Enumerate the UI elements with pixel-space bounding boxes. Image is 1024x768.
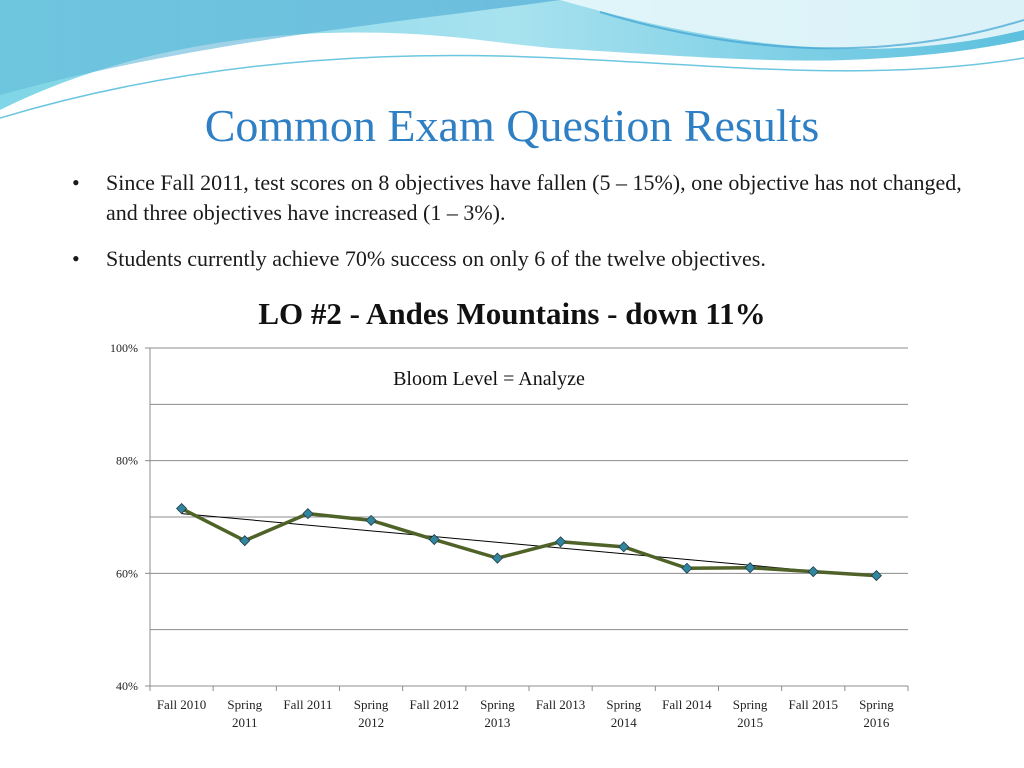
data-point-marker xyxy=(744,562,756,574)
data-point-marker xyxy=(555,536,567,548)
data-point-marker xyxy=(807,566,819,578)
data-point-marker xyxy=(176,502,188,515)
bullet-text: Students currently achieve 70% success o… xyxy=(106,246,766,271)
data-point-marker xyxy=(870,570,882,582)
trendline-line xyxy=(181,513,877,578)
x-axis-tick-labels: Fall 2010 Spring 2011 Fall 2011 Spring 2012 Fa… xyxy=(157,697,894,730)
x-tick-label: Fall 2012 xyxy=(410,697,459,712)
chart-axes xyxy=(145,347,909,691)
decorative-wave-banner xyxy=(0,0,1024,119)
chart-title: LO #2 - Andes Mountains - down 11% xyxy=(258,296,765,331)
y-tick-label: 60% xyxy=(116,566,138,580)
data-point-marker xyxy=(428,533,440,546)
x-tick-label: Fall 2015 xyxy=(789,697,838,712)
data-point-marker xyxy=(491,552,503,564)
series-layer xyxy=(176,502,882,582)
line-chart: LO #2 - Andes Mountains - down 11% Bloom… xyxy=(110,296,909,730)
x-tick-label: Spring 2014 xyxy=(606,697,641,730)
x-tick-label: Fall 2014 xyxy=(662,697,712,712)
x-tick-label: Spring 2016 xyxy=(859,697,894,730)
y-tick-label: 40% xyxy=(116,679,138,693)
bullet-text: Since Fall 2011, test scores on 8 object… xyxy=(106,170,962,225)
bullet-item: • Students currently achieve 70% success… xyxy=(70,244,970,274)
trendline xyxy=(181,513,877,578)
data-point-marker xyxy=(239,535,251,547)
x-tick-label: Fall 2013 xyxy=(536,697,585,712)
bullet-item: • Since Fall 2011, test scores on 8 obje… xyxy=(70,168,970,228)
slide-title: Common Exam Question Results xyxy=(204,100,820,151)
y-tick-label: 100% xyxy=(110,341,138,355)
bullet-dot-icon: • xyxy=(72,170,80,195)
x-tick-label: Fall 2011 xyxy=(283,697,332,712)
bullet-dot-icon: • xyxy=(72,246,80,271)
series-line xyxy=(180,506,877,578)
chart-gridlines xyxy=(150,347,908,631)
y-axis-tick-labels: 40% 60% 80% 100% xyxy=(110,341,138,693)
bullet-list: • Since Fall 2011, test scores on 8 obje… xyxy=(70,168,970,290)
y-tick-label: 80% xyxy=(116,454,138,468)
data-point-marker xyxy=(302,508,314,520)
x-tick-label: Spring 2012 xyxy=(354,697,389,730)
x-tick-label: Spring 2011 xyxy=(227,697,262,730)
x-tick-label: Fall 2010 xyxy=(157,697,206,712)
data-point-marker xyxy=(618,541,630,553)
x-tick-label: Spring 2015 xyxy=(733,697,768,730)
data-point-marker xyxy=(681,562,693,574)
chart-annotation: Bloom Level = Analyze xyxy=(393,368,585,390)
data-point-marker xyxy=(365,514,377,526)
x-tick-label: Spring 2013 xyxy=(480,697,515,730)
